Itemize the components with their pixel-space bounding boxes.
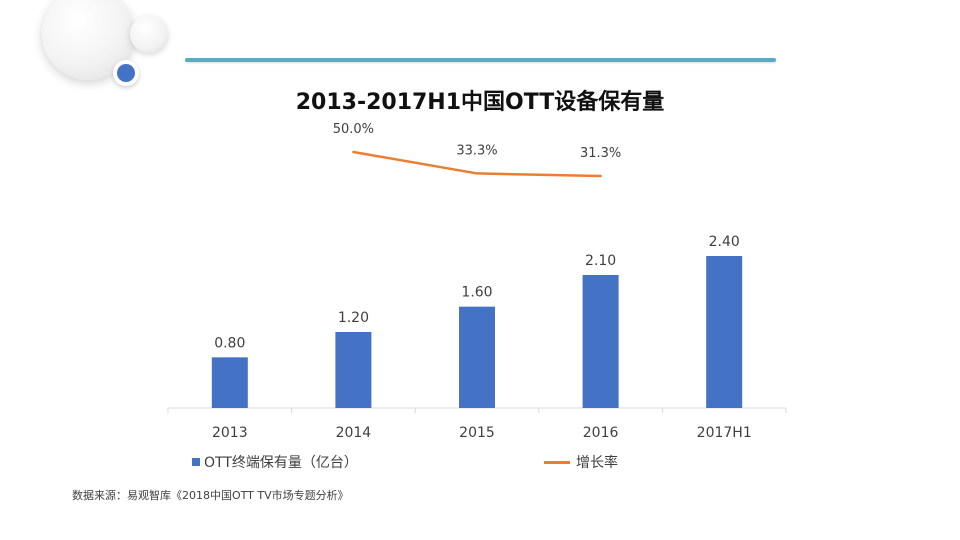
decorative-circle-small [130, 15, 168, 53]
bar [459, 306, 495, 408]
rate-value-label: 31.3% [580, 146, 621, 161]
bar [582, 275, 619, 408]
decorative-circle-blue-dot [117, 64, 135, 82]
data-labels: 0.80 1.20 1.60 2.10 2.40 50.0% 33.3% 31.3% [214, 122, 740, 351]
rate-line [352, 150, 602, 178]
bar-value-label: 2.10 [585, 253, 616, 269]
bar [335, 332, 372, 408]
x-axis-ticks: 2013 2014 2015 2016 2017H1 [167, 408, 787, 441]
source-note: 数据来源：易观智库《2018中国OTT TV市场专题分析》 [72, 489, 349, 502]
rate-value-label: 50.0% [333, 122, 374, 137]
bar-value-label: 2.40 [709, 234, 740, 250]
x-axis-tick-label: 2016 [583, 425, 619, 441]
bar [211, 357, 248, 408]
legend-label-bar-series: OTT终端保有量（亿台） [204, 455, 358, 471]
legend-label-line-series: 增长率 [576, 455, 618, 471]
x-axis-tick-label: 2013 [212, 425, 248, 441]
legend-swatch-bar [192, 458, 200, 466]
decorative-circle-blue [113, 60, 139, 86]
chart-title: 2013-2017H1中国OTT设备保有量 [295, 90, 665, 115]
x-axis-tick-label: 2015 [459, 425, 495, 441]
legend-item-bar-series: OTT终端保有量（亿台） [192, 452, 358, 472]
header-divider [185, 58, 776, 62]
x-axis-tick-label: 2017H1 [697, 425, 752, 441]
bar-series [211, 256, 743, 408]
bar [706, 256, 743, 408]
line-series [352, 150, 602, 178]
bar-value-label: 1.60 [461, 285, 492, 301]
bar-value-label: 1.20 [338, 310, 369, 326]
rate-value-label: 33.3% [456, 143, 497, 158]
x-axis-tick-label: 2014 [336, 425, 372, 441]
bar-value-label: 0.80 [214, 335, 245, 351]
legend-swatch-line [544, 460, 570, 464]
legend-item-line-series: 增长率 [544, 452, 618, 472]
